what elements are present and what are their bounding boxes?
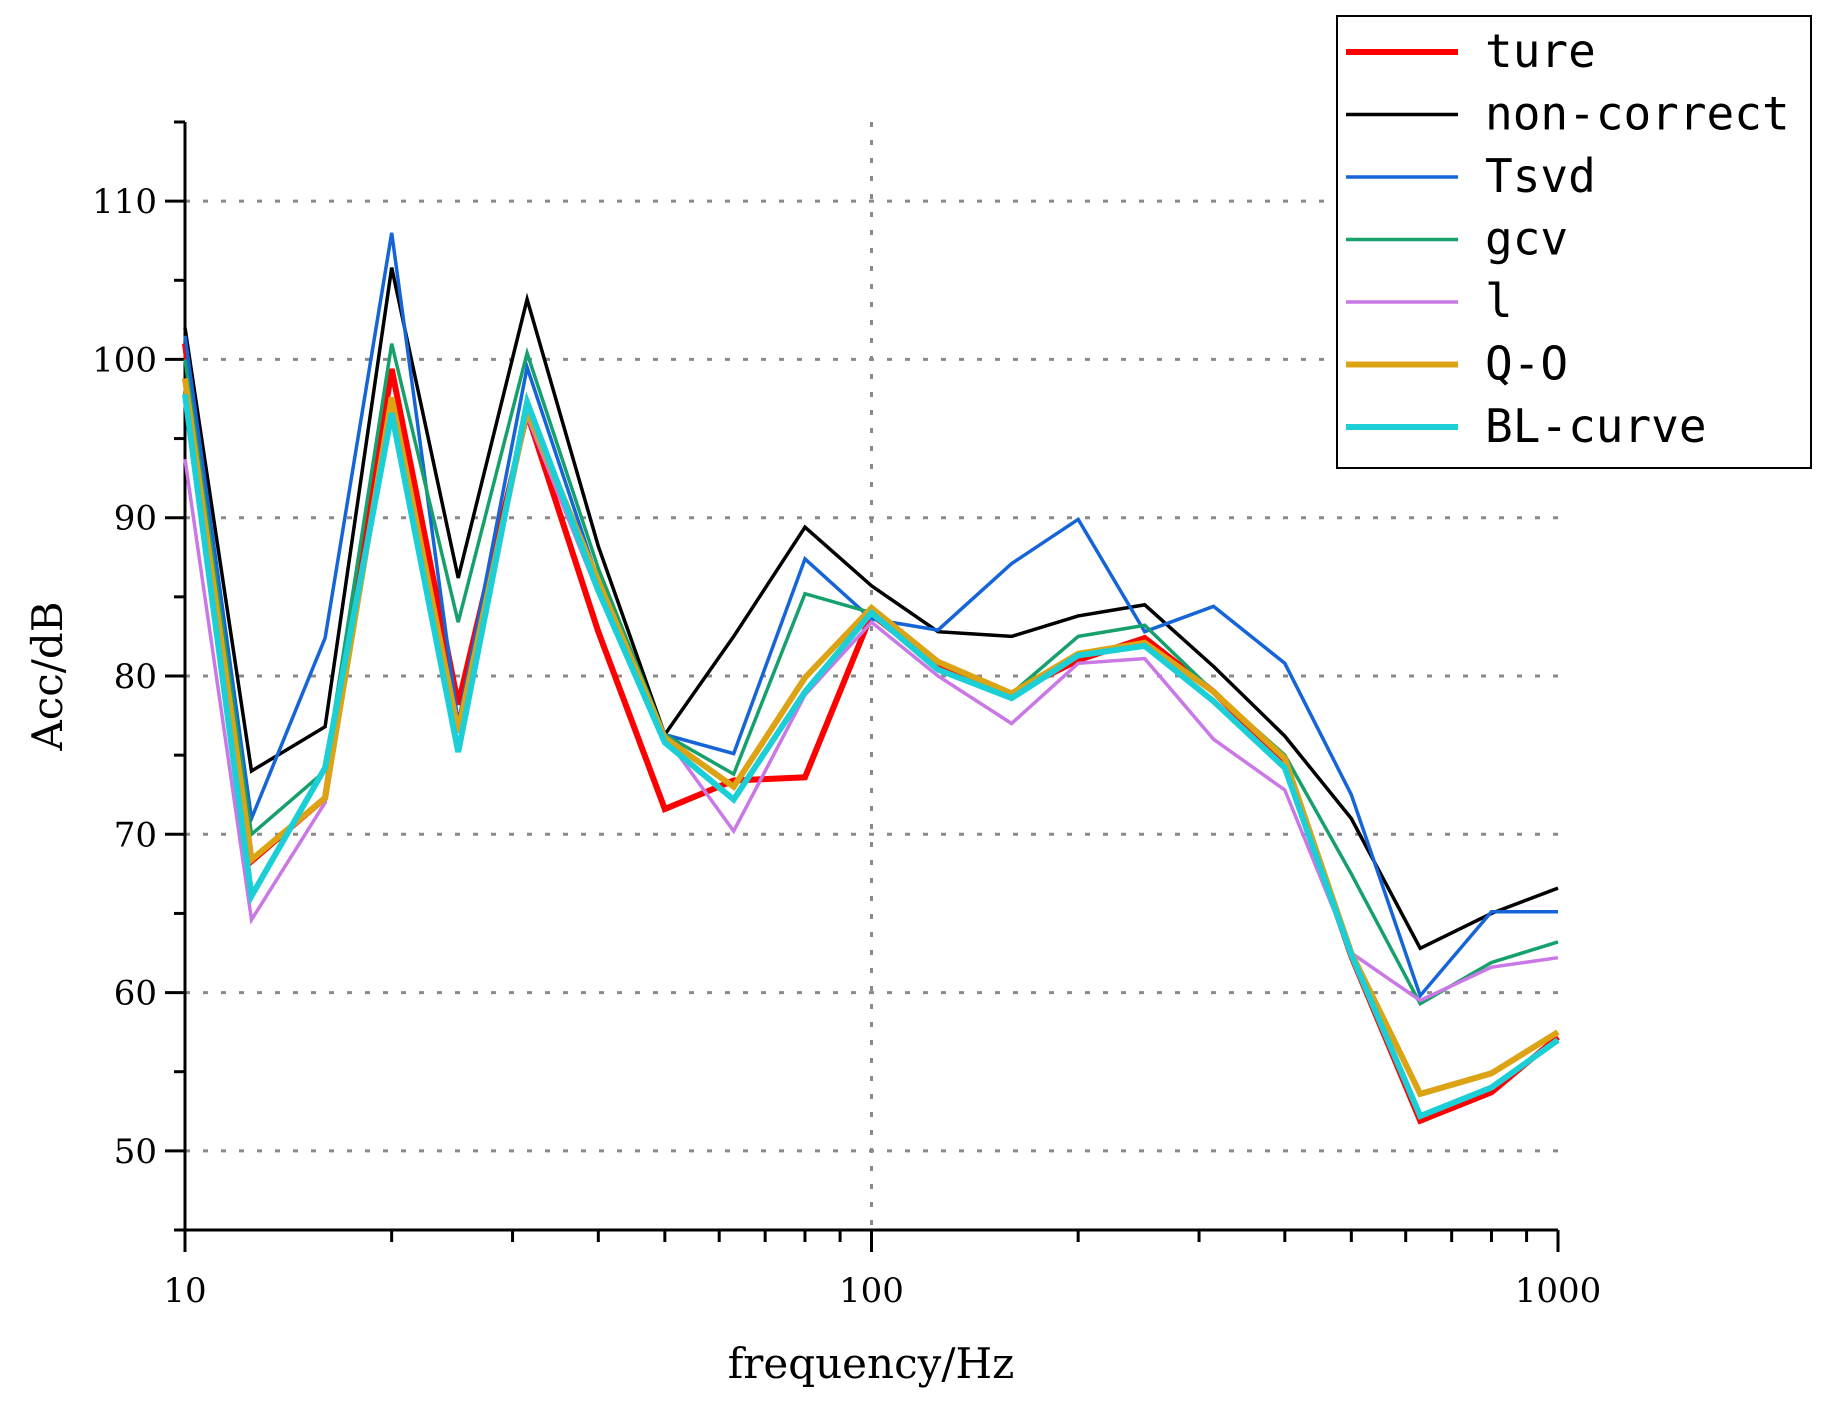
y-tick-label: 110 (92, 182, 157, 222)
x-tick-label: 100 (839, 1271, 904, 1311)
grid (185, 122, 1558, 1230)
y-tick-label: 90 (114, 499, 157, 539)
y-tick-label: 60 (114, 974, 157, 1014)
series-line-tsvd (183, 232, 1558, 1000)
legend-label: non-correct (1485, 87, 1790, 141)
legend: ture non-correct Tsvd gcv l Q-O BL-curve (1336, 15, 1812, 469)
y-tick-label: 70 (114, 815, 157, 855)
series-lines (182, 232, 1560, 1125)
series-line-bl-curve (182, 391, 1560, 1120)
y-axis-title: Acc/dB (23, 601, 72, 751)
legend-box (1336, 15, 1812, 469)
legend-label: Q-O (1485, 337, 1568, 391)
legend-label: gcv (1485, 212, 1568, 266)
x-tick-label: 10 (163, 1271, 206, 1311)
x-axis-title: frequency/Hz (728, 1339, 1014, 1388)
legend-label: l (1485, 274, 1513, 328)
y-tick-label: 100 (92, 340, 157, 380)
series-line-non-correct (183, 267, 1559, 951)
x-tick-label: 1000 (1515, 1271, 1602, 1311)
legend-label: Tsvd (1485, 149, 1596, 203)
y-tick-label: 80 (114, 657, 157, 697)
y-tick-label: 50 (114, 1132, 157, 1172)
legend-label: ture (1485, 24, 1596, 78)
ticks: 50 60 70 80 90 100 110 10 100 1000 (92, 120, 1602, 1311)
legend-label: BL-curve (1485, 399, 1707, 453)
